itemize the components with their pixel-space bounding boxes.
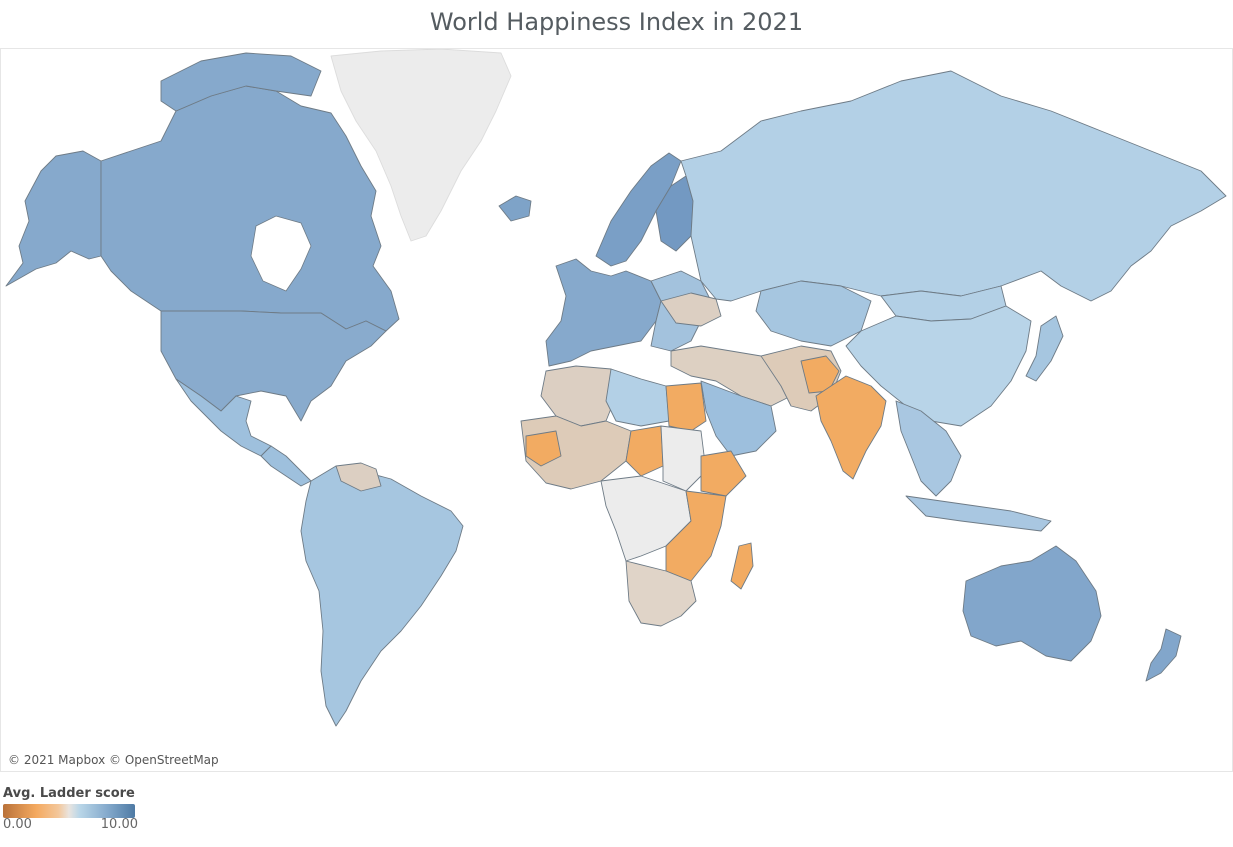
- legend-max-label: 10.00: [100, 817, 138, 832]
- region-south-america[interactable]: [300, 465, 464, 727]
- choropleth-map[interactable]: © 2021 Mapbox © OpenStreetMap: [0, 48, 1233, 772]
- region-saudi-arabia[interactable]: [700, 380, 777, 457]
- region-scandinavia[interactable]: [595, 152, 682, 267]
- region-chad[interactable]: [625, 425, 664, 477]
- region-madagascar[interactable]: [730, 542, 754, 590]
- region-canada-islands[interactable]: [160, 52, 322, 112]
- region-indonesia[interactable]: [905, 495, 1052, 532]
- region-russia[interactable]: [680, 70, 1227, 302]
- region-canada[interactable]: [100, 85, 400, 332]
- map-title: World Happiness Index in 2021: [429, 8, 804, 36]
- legend-title: Avg. Ladder score: [3, 786, 135, 801]
- region-new-zealand[interactable]: [1145, 628, 1182, 682]
- region-alaska[interactable]: [5, 150, 102, 287]
- region-india[interactable]: [815, 375, 887, 480]
- region-greenland[interactable]: [330, 49, 512, 242]
- region-central-africa[interactable]: [600, 475, 692, 562]
- color-legend: Avg. Ladder score 0.00 10.00: [3, 786, 143, 832]
- region-hudson-bay: [250, 215, 312, 292]
- region-china[interactable]: [845, 305, 1032, 427]
- map-canvas[interactable]: [1, 49, 1232, 771]
- map-attribution: © 2021 Mapbox © OpenStreetMap: [5, 753, 222, 767]
- legend-min-label: 0.00: [3, 817, 32, 832]
- region-egypt[interactable]: [665, 382, 707, 432]
- region-afghanistan[interactable]: [800, 355, 840, 394]
- region-australia[interactable]: [962, 545, 1102, 662]
- region-iceland[interactable]: [498, 195, 532, 222]
- region-central-america[interactable]: [260, 445, 312, 487]
- region-mexico[interactable]: [175, 378, 272, 457]
- region-southern-africa[interactable]: [625, 560, 697, 627]
- legend-gradient-bar: [3, 804, 135, 818]
- region-kazakhstan[interactable]: [755, 280, 872, 347]
- region-ukraine[interactable]: [660, 292, 722, 327]
- region-venezuela[interactable]: [335, 462, 382, 492]
- region-southeast-asia[interactable]: [895, 400, 962, 497]
- legend-ticks: 0.00 10.00: [3, 817, 138, 832]
- region-sudan[interactable]: [660, 425, 707, 492]
- region-ethiopia[interactable]: [700, 450, 747, 497]
- region-western-europe[interactable]: [545, 258, 662, 367]
- region-turkey-middle-east[interactable]: [670, 345, 792, 407]
- region-west-africa-orange[interactable]: [525, 430, 562, 467]
- region-japan[interactable]: [1025, 315, 1064, 382]
- region-libya[interactable]: [605, 368, 670, 427]
